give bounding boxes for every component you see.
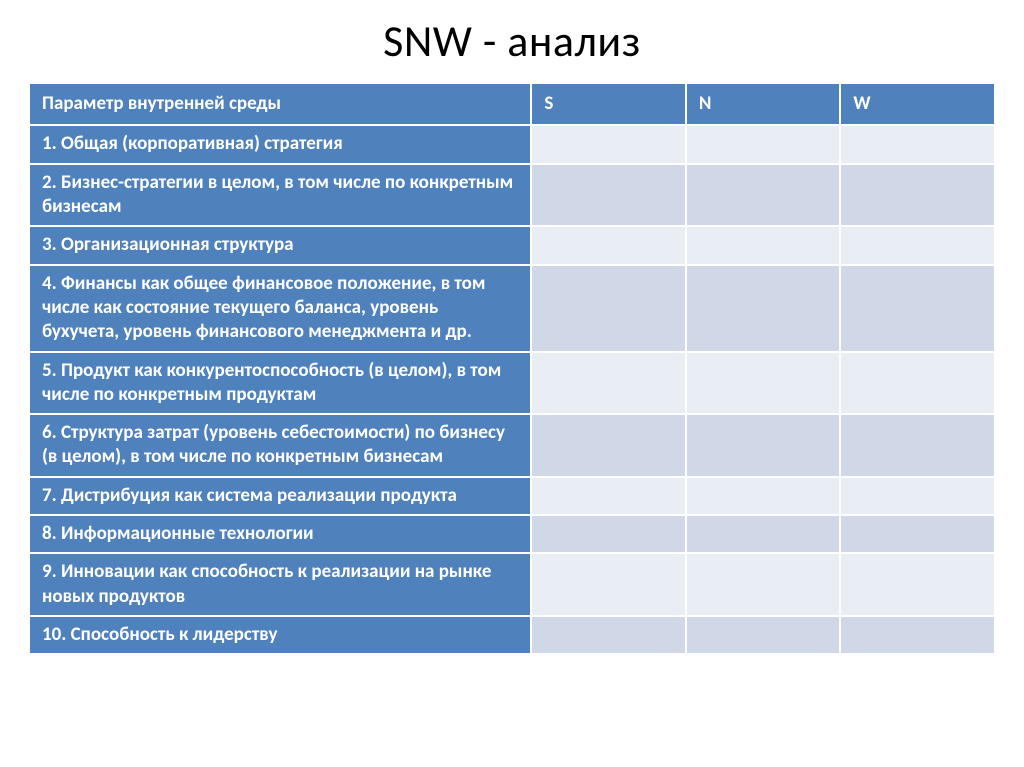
table-row: 1. Общая (корпоративная) стратегия [29, 125, 995, 163]
table-row: 2. Бизнес-стратегии в целом, в том числе… [29, 164, 995, 227]
header-n: N [686, 83, 841, 125]
cell-s [531, 477, 686, 515]
cell-w [840, 164, 995, 227]
cell-s [531, 226, 686, 264]
cell-n [686, 226, 841, 264]
header-param: Параметр внутренней среды [29, 83, 531, 125]
table-row: 6. Структура затрат (уровень себестоимос… [29, 414, 995, 477]
table-row: 10. Способность к лидерству [29, 616, 995, 654]
row-label: 4. Финансы как общее финансовое положени… [29, 265, 531, 352]
cell-s [531, 164, 686, 227]
cell-n [686, 616, 841, 654]
cell-s [531, 414, 686, 477]
table-row: 3. Организационная структура [29, 226, 995, 264]
cell-w [840, 226, 995, 264]
cell-n [686, 553, 841, 616]
table-row: 5. Продукт как конкурентоспособность (в … [29, 352, 995, 415]
cell-s [531, 515, 686, 553]
row-label: 2. Бизнес-стратегии в целом, в том числе… [29, 164, 531, 227]
row-label: 3. Организационная структура [29, 226, 531, 264]
cell-n [686, 515, 841, 553]
cell-n [686, 477, 841, 515]
table-container: Параметр внутренней среды S N W 1. Общая… [0, 82, 1024, 655]
table-row: 8. Информационные технологии [29, 515, 995, 553]
row-label: 1. Общая (корпоративная) стратегия [29, 125, 531, 163]
table-row: 7. Дистрибуция как система реализации пр… [29, 477, 995, 515]
table-row: 9. Инновации как способность к реализаци… [29, 553, 995, 616]
row-label: 7. Дистрибуция как система реализации пр… [29, 477, 531, 515]
slide-title: SNW - анализ [0, 0, 1024, 82]
cell-w [840, 352, 995, 415]
header-w: W [840, 83, 995, 125]
cell-w [840, 553, 995, 616]
cell-w [840, 265, 995, 352]
cell-n [686, 352, 841, 415]
table-body: 1. Общая (корпоративная) стратегия2. Биз… [29, 125, 995, 654]
snw-table: Параметр внутренней среды S N W 1. Общая… [28, 82, 996, 655]
row-label: 6. Структура затрат (уровень себестоимос… [29, 414, 531, 477]
cell-w [840, 125, 995, 163]
table-row: 4. Финансы как общее финансовое положени… [29, 265, 995, 352]
cell-s [531, 265, 686, 352]
cell-w [840, 477, 995, 515]
cell-s [531, 125, 686, 163]
cell-n [686, 265, 841, 352]
row-label: 9. Инновации как способность к реализаци… [29, 553, 531, 616]
cell-s [531, 352, 686, 415]
table-header-row: Параметр внутренней среды S N W [29, 83, 995, 125]
header-s: S [531, 83, 686, 125]
cell-w [840, 414, 995, 477]
row-label: 5. Продукт как конкурентоспособность (в … [29, 352, 531, 415]
cell-n [686, 164, 841, 227]
cell-s [531, 553, 686, 616]
row-label: 8. Информационные технологии [29, 515, 531, 553]
cell-n [686, 125, 841, 163]
cell-s [531, 616, 686, 654]
row-label: 10. Способность к лидерству [29, 616, 531, 654]
cell-n [686, 414, 841, 477]
cell-w [840, 515, 995, 553]
slide: SNW - анализ Параметр внутренней среды S… [0, 0, 1024, 767]
cell-w [840, 616, 995, 654]
